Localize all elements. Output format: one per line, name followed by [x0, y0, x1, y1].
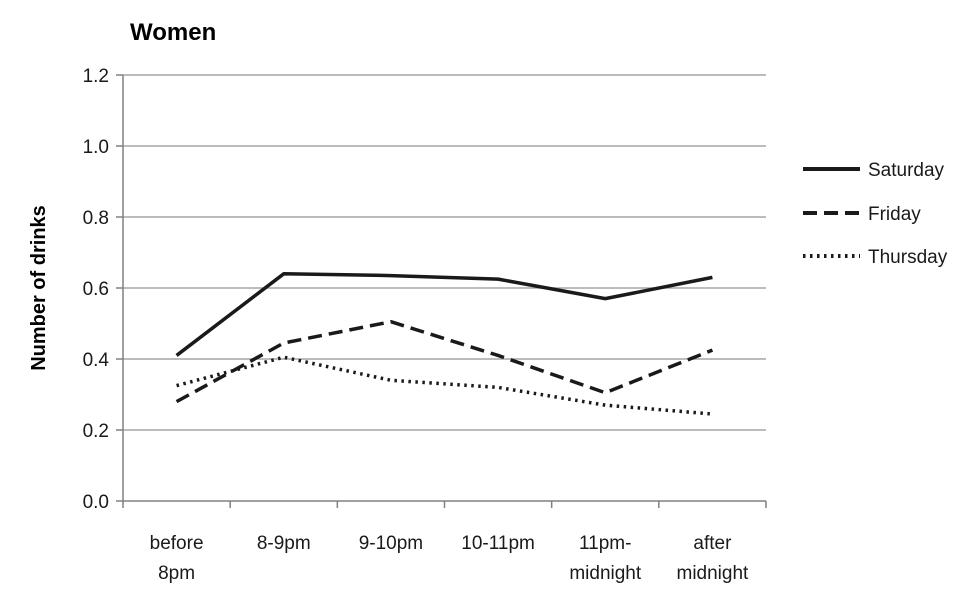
legend-label-thursday: Thursday [868, 247, 948, 268]
y-axis-label: Number of drinks [28, 205, 50, 371]
x-tick-label: 9-10pm [359, 533, 423, 554]
y-tick-labels: 0.0 0.2 0.4 0.6 0.8 1.0 1.2 [83, 66, 110, 513]
chart-title: Women [130, 19, 216, 46]
x-tick-label: 10-11pm [461, 533, 535, 554]
x-tick-label: 11pm-midnight [569, 533, 642, 584]
series-lines [175, 272, 714, 416]
y-tick-label: 0.0 [83, 492, 109, 513]
gridlines [123, 74, 766, 431]
x-tick-label: before 8pm [150, 533, 204, 584]
series-line-saturday [175, 272, 713, 357]
x-tick-label: after midnight [677, 533, 750, 584]
x-tick-labels: before 8pm 8-9pm 9-10pm 10-11pm 11pm-midnight… [150, 533, 749, 584]
legend-label-saturday: Saturday [868, 160, 945, 181]
y-tick-label: 0.2 [83, 421, 109, 442]
legend-label-friday: Friday [868, 204, 921, 225]
legend: Saturday Friday Thursday [803, 160, 948, 268]
y-tick-label: 0.8 [83, 208, 109, 229]
y-tick-label: 0.6 [83, 279, 109, 300]
y-tick-label: 1.0 [83, 137, 109, 158]
y-tick-label: 0.4 [83, 350, 110, 371]
series-line-friday [175, 319, 714, 404]
series-line-thursday [176, 355, 713, 416]
y-tick-label: 1.2 [83, 66, 109, 87]
x-tick-label: 8-9pm [257, 533, 311, 554]
axes [116, 74, 767, 508]
